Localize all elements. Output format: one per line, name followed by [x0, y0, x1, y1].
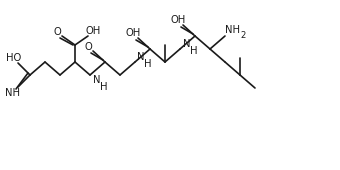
Text: O: O	[84, 42, 92, 52]
Text: OH: OH	[170, 15, 186, 25]
Text: N: N	[183, 39, 191, 49]
Text: O: O	[53, 27, 61, 37]
Text: 2: 2	[240, 30, 246, 39]
Text: HO: HO	[6, 53, 22, 63]
Text: H: H	[100, 82, 108, 92]
Text: N: N	[137, 52, 145, 62]
Text: N: N	[93, 75, 101, 85]
Text: NH: NH	[5, 88, 20, 98]
Text: OH: OH	[125, 28, 141, 38]
Text: H: H	[190, 46, 198, 56]
Text: OH: OH	[85, 26, 101, 36]
Text: NH: NH	[224, 25, 239, 35]
Text: H: H	[144, 59, 152, 69]
